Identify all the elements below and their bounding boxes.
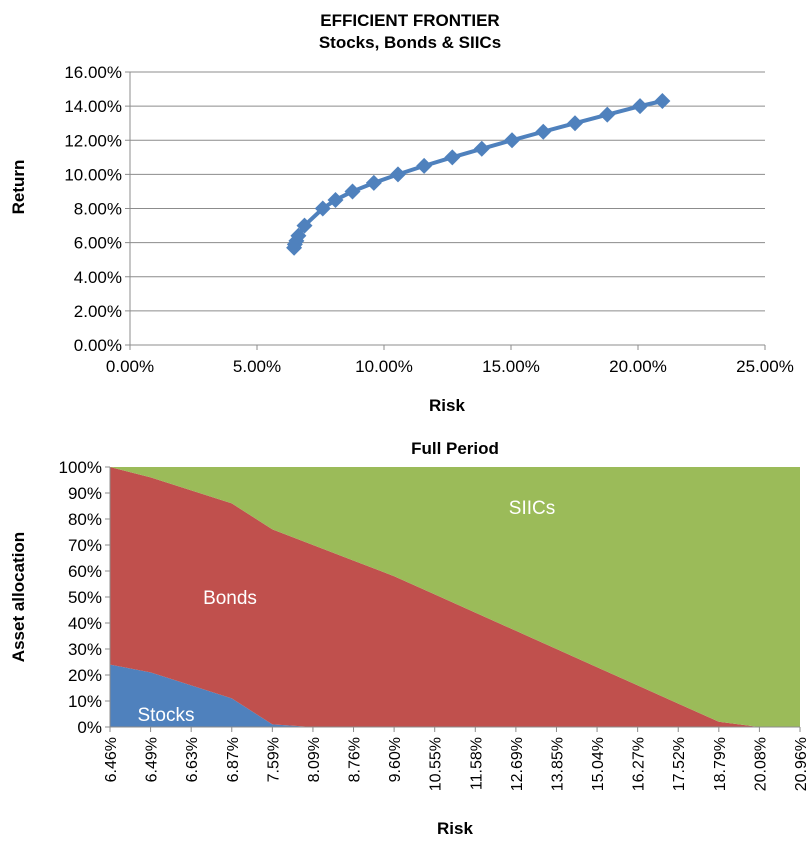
frontier-point bbox=[504, 132, 521, 149]
y-tick-label: 80% bbox=[68, 510, 102, 529]
x-tick-label: 11.58% bbox=[468, 737, 485, 790]
frontier-point bbox=[632, 98, 649, 115]
asset-allocation-chart: Full Period 0% 10% 20% 30% 40% 50% 60% 70% 80% 90… bbox=[9, 439, 810, 838]
frontier-point bbox=[327, 191, 344, 208]
x-tick-label: 16.27% bbox=[631, 737, 648, 791]
y-tick-label: 10.00% bbox=[64, 165, 122, 184]
y-tick-label: 40% bbox=[68, 614, 102, 633]
y-tick-label: 100% bbox=[59, 458, 102, 477]
x-tick-label: 18.79% bbox=[712, 737, 729, 791]
y-tick-label: 8.00% bbox=[74, 200, 122, 219]
x-tick-label: 20.96% bbox=[793, 737, 810, 791]
chart1-subtitle: Stocks, Bonds & SIICs bbox=[319, 33, 501, 52]
x-tick-label: 0.00% bbox=[106, 357, 154, 376]
y-tick-label: 10% bbox=[68, 692, 102, 711]
stocks-area bbox=[110, 664, 800, 727]
x-tick-label: 25.00% bbox=[736, 357, 794, 376]
y-tick-label: 50% bbox=[68, 588, 102, 607]
x-tick-label: 8.09% bbox=[306, 737, 323, 782]
chart1-y-tick-labels: 0.00% 2.00% 4.00% 6.00% 8.00% 10.00% 12.00% 14.… bbox=[64, 63, 122, 355]
chart1-title: EFFICIENT FRONTIER bbox=[320, 11, 499, 30]
y-tick-label: 4.00% bbox=[74, 268, 122, 287]
y-tick-label: 0.00% bbox=[74, 336, 122, 355]
chart2-areas bbox=[110, 467, 800, 727]
x-tick-label: 6.49% bbox=[144, 737, 161, 782]
chart2-title: Full Period bbox=[411, 439, 499, 458]
frontier-point bbox=[444, 149, 461, 166]
x-tick-label: 13.85% bbox=[549, 737, 566, 791]
chart2-axes bbox=[105, 466, 801, 732]
chart2-y-axis-label: Asset allocation bbox=[9, 532, 28, 662]
y-tick-label: 90% bbox=[68, 484, 102, 503]
bonds-area bbox=[110, 467, 800, 727]
y-tick-label: 14.00% bbox=[64, 97, 122, 116]
x-tick-label: 12.69% bbox=[509, 737, 526, 791]
y-tick-label: 12.00% bbox=[64, 131, 122, 150]
frontier-point bbox=[314, 200, 331, 217]
chart1-y-axis-label: Return bbox=[9, 160, 28, 215]
x-tick-label: 7.59% bbox=[265, 737, 282, 782]
frontier-point bbox=[365, 174, 382, 191]
frontier-point bbox=[416, 157, 433, 174]
chart1-x-tick-labels: 0.00% 5.00% 10.00% 15.00% 20.00% 25.00% bbox=[106, 357, 794, 376]
y-tick-label: 30% bbox=[68, 640, 102, 659]
x-tick-label: 6.46% bbox=[103, 737, 120, 782]
frontier-point bbox=[296, 217, 313, 234]
y-tick-label: 2.00% bbox=[74, 302, 122, 321]
frontier-point bbox=[654, 93, 671, 110]
frontier-point bbox=[389, 166, 406, 183]
frontier-point bbox=[567, 115, 584, 132]
chart1-series bbox=[286, 93, 671, 256]
efficient-frontier-chart: EFFICIENT FRONTIER Stocks, Bonds & SIICs… bbox=[9, 11, 794, 415]
stocks-area-label: Stocks bbox=[137, 705, 194, 726]
y-tick-label: 20% bbox=[68, 666, 102, 685]
frontier-point bbox=[344, 183, 361, 200]
chart2-x-axis-label: Risk bbox=[437, 819, 473, 838]
x-tick-label: 10.00% bbox=[355, 357, 413, 376]
chart2-y-tick-labels: 0% 10% 20% 30% 40% 50% 60% 70% 80% 90% 100% bbox=[59, 458, 102, 737]
chart1-x-axis-label: Risk bbox=[429, 396, 465, 415]
x-tick-label: 6.87% bbox=[225, 737, 242, 782]
y-tick-label: 6.00% bbox=[74, 234, 122, 253]
x-tick-label: 15.00% bbox=[482, 357, 540, 376]
x-tick-label: 20.08% bbox=[752, 737, 769, 791]
frontier-point bbox=[535, 123, 552, 140]
frontier-point bbox=[599, 106, 616, 123]
siics-area-label: SIICs bbox=[509, 498, 555, 519]
y-tick-label: 70% bbox=[68, 536, 102, 555]
x-tick-label: 10.55% bbox=[428, 737, 445, 791]
frontier-point bbox=[290, 227, 307, 244]
x-tick-label: 17.52% bbox=[671, 737, 688, 791]
y-tick-label: 16.00% bbox=[64, 63, 122, 82]
x-tick-label: 20.00% bbox=[609, 357, 667, 376]
x-tick-label: 9.60% bbox=[387, 737, 404, 782]
chart2-x-tick-labels: 6.46% 6.49% 6.63% 6.87% 7.59% 8.09% 8.76% 9.60%… bbox=[103, 737, 810, 791]
chart1-gridlines bbox=[125, 71, 766, 350]
x-tick-label: 5.00% bbox=[233, 357, 281, 376]
frontier-point bbox=[473, 140, 490, 157]
x-tick-label: 6.63% bbox=[184, 737, 201, 782]
y-tick-label: 0% bbox=[77, 718, 102, 737]
x-tick-label: 15.04% bbox=[590, 737, 607, 791]
bonds-area-label: Bonds bbox=[203, 588, 257, 609]
siics-area bbox=[110, 467, 800, 727]
x-tick-label: 8.76% bbox=[347, 737, 364, 782]
y-tick-label: 60% bbox=[68, 562, 102, 581]
